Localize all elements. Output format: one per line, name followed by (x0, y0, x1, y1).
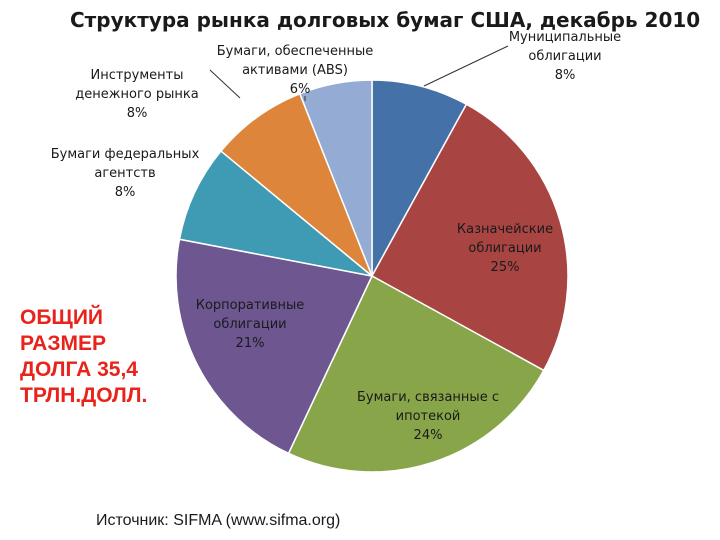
slice-label-mortgage: Бумаги, связанные с ипотекой 24% (357, 390, 499, 443)
slice-label-federal-agencies: Бумаги федеральных агентств 8% (50, 147, 200, 200)
leader-money-market (209, 69, 241, 99)
slice-label-money-market: Инструменты денежного рынка 8% (75, 68, 199, 121)
pie-slice-abs (298, 79, 373, 277)
chart-title: Структура рынка долговых бумаг США, дека… (70, 8, 701, 32)
slice-label-abs: Бумаги, обеспеченные активами (ABS) 6% (216, 44, 374, 97)
slice-label-corporate: Корпоративные облигации 21% (195, 298, 305, 351)
pie-slice-mortgage (287, 274, 545, 473)
slice-label-treasury: Казначейские облигации 25% (456, 222, 554, 275)
pie-slice-corporate (175, 238, 374, 455)
total-debt-note: ОБЩИЙ РАЗМЕР ДОЛГА 35,4 ТРЛН.ДОЛЛ. (20, 306, 148, 407)
source-note: Источник: SIFMA (www.sifma.org) (96, 512, 341, 529)
pie-slice-federal-agencies (178, 150, 373, 277)
pie-slice-treasury (370, 103, 569, 372)
leader-municipal (423, 45, 509, 87)
pie-slice-money-market (219, 92, 373, 277)
slice-label-municipal: Муниципальные облигации 8% (508, 30, 622, 83)
pie-slice-municipal (371, 79, 468, 277)
